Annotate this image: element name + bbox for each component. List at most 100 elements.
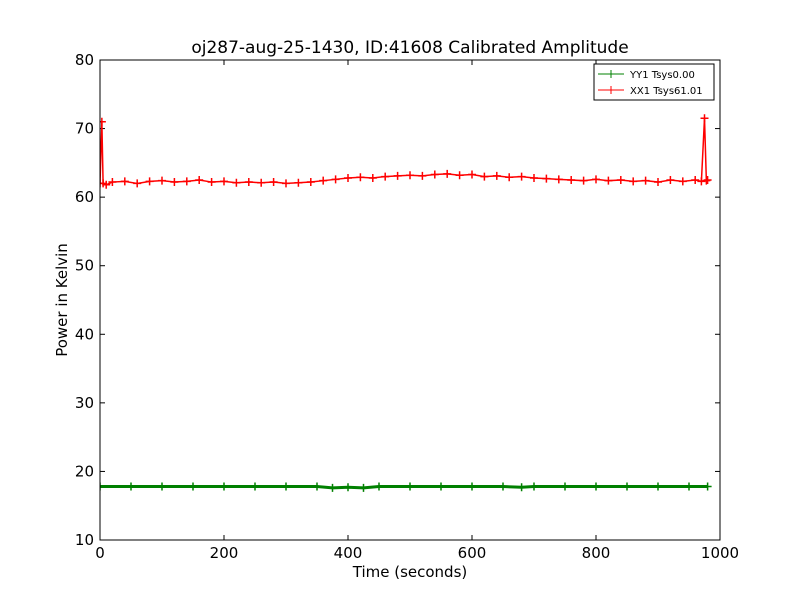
data-point-marker [703,482,712,491]
data-point-marker [328,483,337,492]
data-point-marker [344,173,352,182]
data-point-marker [666,176,675,184]
data-point-marker [313,482,321,491]
data-point-marker [120,177,129,186]
data-point-marker [517,483,526,492]
legend-swatch-marker [607,86,615,94]
data-point-marker [158,482,166,491]
data-point-marker [480,172,489,181]
data-point-marker [244,178,253,187]
data-point-marker [418,171,427,180]
data-point-marker [282,482,290,491]
data-point-marker [306,178,315,187]
data-point-marker [468,482,476,491]
series-layer [100,114,712,492]
y-tick-label: 50 [75,257,94,275]
legend-label: XX1 Tsys61.01 [630,86,703,97]
data-point-marker [579,176,588,185]
data-point-marker [691,176,700,184]
legend-swatch-marker [607,70,615,78]
x-tick-label: 600 [458,544,487,562]
data-point-marker [604,176,613,185]
data-point-marker [294,178,303,187]
data-point-marker [170,178,179,187]
data-point-marker [189,482,197,491]
data-point-marker [561,482,569,491]
data-point-marker [344,483,352,492]
data-point-marker [592,482,600,491]
data-point-marker [100,482,104,491]
data-point-marker [368,173,377,182]
data-point-marker [133,179,142,188]
data-point-marker [232,178,241,187]
legend-frame [593,63,715,101]
data-point-marker [381,172,390,181]
chart-title: oj287-aug-25-1430, ID:41608 Calibrated A… [191,38,628,58]
series-line [100,485,708,490]
data-point-marker [406,171,414,180]
data-point-marker [430,170,439,179]
data-point-marker [530,173,538,182]
data-point-marker [182,177,191,186]
data-point-marker [616,176,625,184]
legend-label: YY1 Tsys0.00 [629,70,695,81]
data-point-marker [542,174,551,183]
data-point-marker [207,178,216,187]
data-point-marker [700,114,709,123]
x-tick-label: 200 [210,544,239,562]
legend-entry: XX1 Tsys61.01 [598,86,703,97]
x-tick-label: 800 [582,544,611,562]
data-point-marker [437,482,445,491]
x-tick-label: 1000 [701,544,739,562]
data-point-marker [654,178,662,187]
data-point-marker [654,482,662,491]
data-point-marker [145,177,154,186]
data-point-marker [685,482,693,491]
data-point-marker [375,482,383,491]
data-point-marker [517,172,526,181]
data-point-marker [127,482,135,491]
y-tick-label: 80 [75,51,94,69]
data-point-marker [592,175,600,184]
data-point-marker [623,482,631,491]
data-point-marker [158,176,166,185]
x-tick-label: 400 [334,544,363,562]
data-point-marker [393,171,402,180]
data-point-marker [319,176,328,185]
data-point-marker [629,177,638,186]
y-tick-label: 20 [75,462,94,480]
data-point-marker [195,176,204,184]
y-tick-label: 40 [75,325,94,343]
data-point-marker [455,171,464,180]
data-point-marker [356,173,365,182]
data-point-marker [220,177,228,186]
x-axis-label: Time (seconds) [352,563,468,581]
data-point-marker [102,180,111,189]
legend: YY1 Tsys0.00 XX1 Tsys61.01 [593,63,715,101]
data-point-marker [530,482,538,491]
y-axis-label: Power in Kelvin [53,243,71,357]
data-point-marker [678,177,687,186]
data-point-marker [505,173,514,182]
y-tick-label: 60 [75,188,94,206]
data-point-marker [269,178,278,187]
data-point-marker [100,117,106,126]
data-point-marker [331,175,340,184]
data-point-marker [220,482,228,491]
data-point-marker [492,171,501,180]
y-tick-label: 10 [75,531,94,549]
data-point-marker [282,179,290,188]
data-point-marker [641,176,650,185]
data-point-marker [554,175,563,184]
data-point-marker [499,482,507,491]
data-point-marker [406,482,414,491]
y-tick-label: 30 [75,394,94,412]
x-tick-label: 0 [95,544,105,562]
data-point-marker [443,169,452,178]
legend-entry: YY1 Tsys0.00 [598,70,695,81]
data-point-marker [703,176,712,184]
data-point-marker [468,170,476,179]
data-point-marker [257,178,266,187]
